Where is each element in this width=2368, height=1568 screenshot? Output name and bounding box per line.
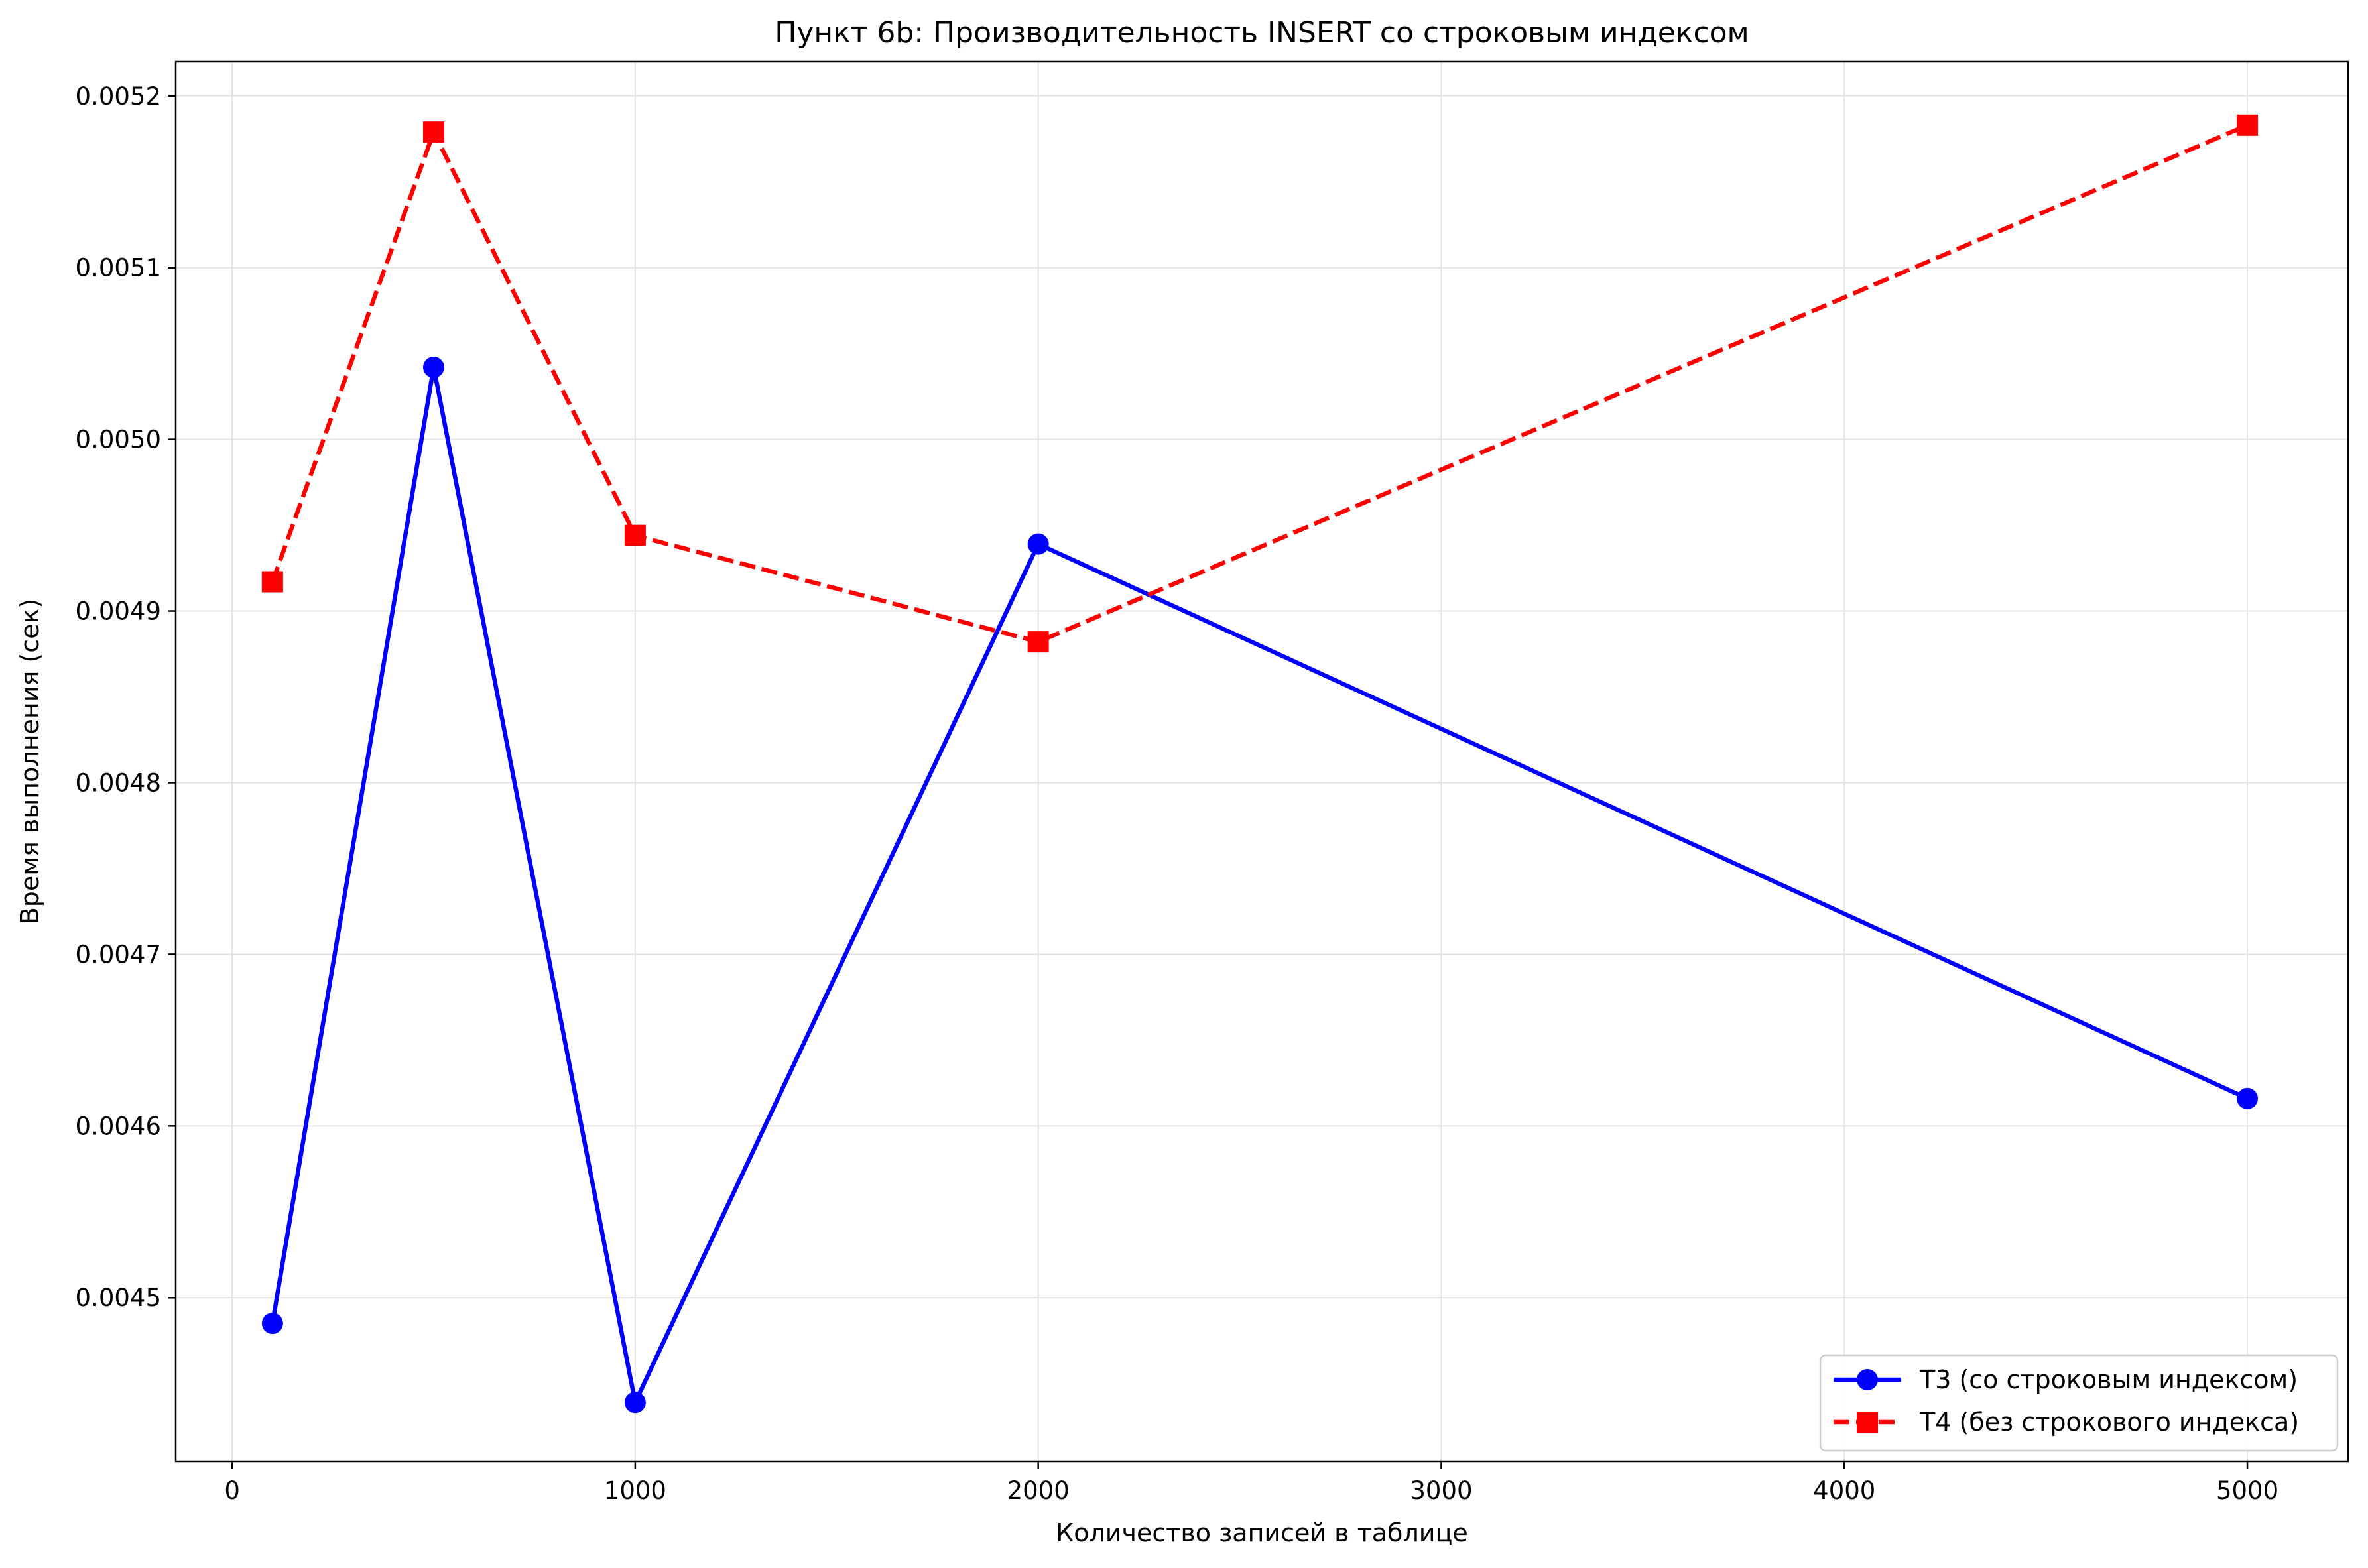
y-tick-label: 0.0046 — [76, 1112, 161, 1140]
x-tick-label: 0 — [224, 1477, 240, 1505]
series-1-point — [261, 1313, 283, 1335]
y-tick-label: 0.0048 — [76, 768, 161, 797]
x-tick-label: 5000 — [2216, 1477, 2278, 1505]
y-tick-label: 0.0052 — [76, 82, 161, 111]
grid — [176, 62, 2348, 1461]
series-1-point — [624, 1392, 646, 1414]
x-tick-label: 2000 — [1007, 1477, 1070, 1505]
plot-frame — [174, 60, 2349, 1463]
x-tick-label: 4000 — [1813, 1477, 1875, 1505]
chart-title: Пункт 6b: Производительность INSERT со с… — [775, 16, 1749, 50]
x-tick-label: 3000 — [1410, 1477, 1472, 1505]
y-tick-label: 0.0047 — [76, 940, 161, 969]
series-layer — [261, 114, 2259, 1414]
y-tick-label: 0.0051 — [76, 254, 161, 282]
series-2-point — [261, 571, 283, 593]
series-1-point — [422, 356, 444, 378]
series-2-point — [422, 121, 444, 143]
y-tick-label: 0.0050 — [76, 426, 161, 454]
legend-box — [1819, 1354, 2339, 1452]
series-1-point — [1027, 533, 1049, 555]
series-2 — [261, 114, 2259, 653]
ticks: 0 1000 2000 3000 4000 5000 0.0045 0.0046 0.0047 0… — [76, 82, 2279, 1505]
y-axis-label: Время выполнения (сек) — [15, 599, 44, 925]
series-2-point — [2237, 114, 2259, 136]
x-axis-label: Количество записей в таблице — [1056, 1518, 1467, 1547]
legend-label-1: T3 (со строковым индексом) — [1919, 1365, 2298, 1394]
y-tick-label: 0.0049 — [76, 597, 161, 626]
series-1 — [261, 356, 2259, 1414]
legend-marker-2 — [1857, 1412, 1878, 1433]
series-1-point — [2237, 1087, 2259, 1109]
x-tick-label: 1000 — [604, 1477, 666, 1505]
series-2-point — [624, 524, 646, 546]
legend-marker-1 — [1857, 1369, 1878, 1390]
legend: T3 (со строковым индексом) T4 (без строко… — [1819, 1354, 2339, 1452]
legend-label-2: T4 (без строкового индекса) — [1919, 1408, 2299, 1437]
series-2-point — [1027, 631, 1049, 653]
y-tick-label: 0.0045 — [76, 1284, 161, 1312]
